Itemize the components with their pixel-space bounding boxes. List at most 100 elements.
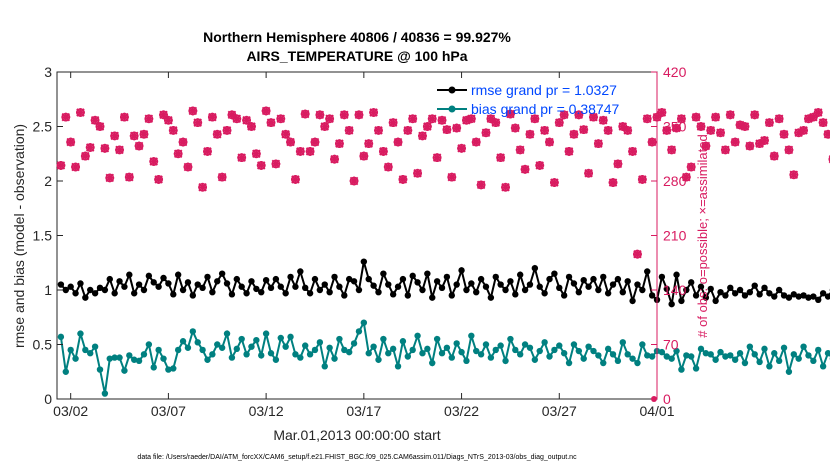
bias-point bbox=[174, 346, 182, 354]
bias-point bbox=[262, 330, 270, 337]
bias-point bbox=[492, 346, 499, 354]
rmse-point bbox=[448, 292, 455, 299]
obs-assimilated-point bbox=[374, 125, 383, 135]
bias-point bbox=[336, 335, 343, 343]
obs-assimilated-point bbox=[603, 125, 613, 135]
bias-point bbox=[678, 366, 685, 373]
obs-assimilated-point bbox=[413, 168, 422, 178]
obs-assimilated-point bbox=[623, 125, 633, 135]
obs-assimilated-point bbox=[110, 131, 120, 141]
obs-assimilated-point bbox=[393, 137, 403, 147]
bias-point bbox=[380, 335, 387, 343]
bias-point bbox=[512, 346, 519, 354]
bias-point bbox=[209, 351, 216, 358]
rmse-point bbox=[560, 292, 568, 299]
bias-point bbox=[238, 335, 245, 343]
obs-assimilated-point bbox=[251, 149, 261, 159]
bias-point bbox=[756, 358, 763, 366]
obs-assimilated-point bbox=[418, 131, 427, 141]
obs-assimilated-point bbox=[427, 114, 437, 124]
bias-point bbox=[223, 330, 231, 337]
obs-assimilated-point bbox=[124, 172, 134, 182]
rmse-point bbox=[433, 278, 441, 285]
rmse-point bbox=[565, 273, 573, 281]
series-bias bbox=[57, 319, 830, 397]
obs-assimilated-point bbox=[818, 118, 828, 128]
rmse-point bbox=[174, 271, 182, 278]
legend-bias-label: bias grand pr = 0.38747 bbox=[471, 101, 619, 117]
obs-assimilated-point bbox=[804, 114, 813, 124]
rmse-point bbox=[87, 286, 94, 294]
rmse-point bbox=[531, 265, 539, 272]
bias-point bbox=[214, 341, 221, 348]
obs-assimilated-point bbox=[447, 172, 457, 182]
obs-assimilated-point bbox=[286, 137, 295, 147]
bias-point bbox=[277, 334, 284, 342]
obs-assimilated-point bbox=[564, 147, 574, 156]
bias-point bbox=[341, 346, 348, 354]
obs-assimilated-point bbox=[100, 143, 110, 153]
bias-point bbox=[585, 343, 592, 350]
obs-assimilated-point bbox=[271, 159, 281, 169]
rmse-point bbox=[551, 270, 558, 277]
obs-assimilated-point bbox=[471, 137, 481, 147]
bias-point bbox=[761, 345, 768, 353]
rmse-point bbox=[585, 283, 592, 290]
obs-assimilated-point bbox=[85, 143, 95, 152]
obs-assimilated-point bbox=[227, 110, 237, 120]
rmse-point bbox=[766, 290, 773, 297]
obs-assimilated-point bbox=[398, 175, 408, 184]
bias-point bbox=[228, 354, 236, 361]
bias-point bbox=[72, 355, 79, 362]
bias-point bbox=[639, 341, 646, 348]
rmse-point bbox=[375, 288, 382, 296]
rmse-point bbox=[77, 280, 84, 287]
bias-point bbox=[722, 353, 729, 360]
rmse-point bbox=[497, 281, 504, 288]
obs-assimilated-point bbox=[183, 162, 193, 172]
rmse-point bbox=[297, 268, 304, 275]
bias-point bbox=[140, 351, 148, 358]
bias-point bbox=[815, 346, 822, 354]
bias-point bbox=[712, 356, 719, 363]
bias-point bbox=[692, 365, 700, 372]
bias-point bbox=[126, 352, 133, 359]
obs-assimilated-point bbox=[217, 172, 227, 182]
rmse-point bbox=[204, 273, 211, 281]
bias-point bbox=[575, 347, 583, 355]
rmse-point bbox=[639, 286, 646, 294]
bias-point bbox=[731, 356, 739, 363]
bias-point bbox=[399, 338, 407, 345]
rmse-point bbox=[800, 292, 807, 299]
obs-assimilated-point bbox=[261, 106, 271, 116]
obs-assimilated-point bbox=[134, 141, 144, 151]
obs-assimilated-point bbox=[193, 118, 203, 128]
bias-point bbox=[521, 341, 529, 348]
rmse-point bbox=[619, 288, 626, 296]
obs-assimilated-point bbox=[725, 110, 735, 120]
obs-assimilated-point bbox=[212, 129, 222, 139]
bias-point bbox=[453, 340, 460, 347]
bias-point bbox=[541, 339, 548, 346]
bias-point bbox=[800, 343, 807, 350]
rmse-point bbox=[96, 284, 104, 292]
y-tick-label: 0.5 bbox=[33, 337, 53, 353]
obs-assimilated-point bbox=[403, 125, 413, 135]
bias-point bbox=[477, 351, 485, 358]
obs-assimilated-point bbox=[530, 114, 540, 124]
rmse-point bbox=[756, 291, 763, 298]
rmse-point bbox=[302, 284, 309, 292]
obs-assimilated-point bbox=[383, 162, 393, 172]
rmse-point bbox=[663, 285, 670, 293]
bias-point bbox=[482, 341, 490, 348]
rmse-point bbox=[761, 284, 768, 292]
legend-rmse-marker bbox=[448, 86, 456, 94]
obs-assimilated-point bbox=[432, 153, 442, 163]
obs-assimilated-point bbox=[76, 108, 85, 117]
bias-point bbox=[302, 342, 309, 349]
rmse-point bbox=[184, 279, 192, 286]
bias-point bbox=[96, 366, 104, 373]
rmse-point bbox=[160, 274, 167, 282]
bias-point bbox=[819, 363, 827, 370]
